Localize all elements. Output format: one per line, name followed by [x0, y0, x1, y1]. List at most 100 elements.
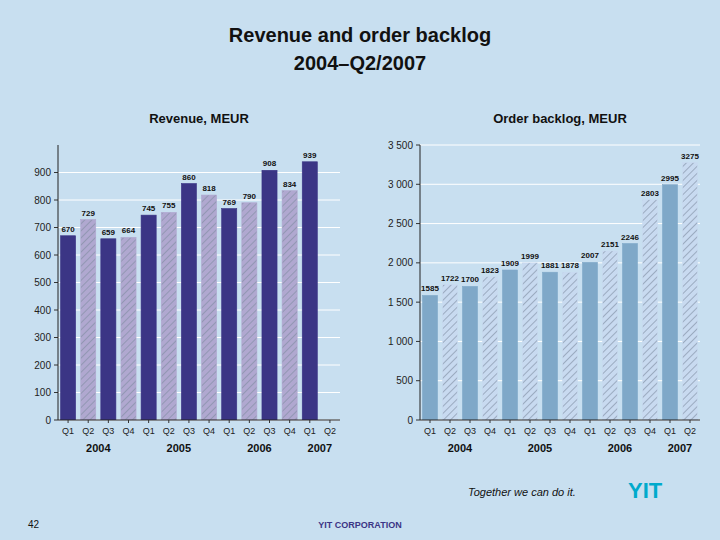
grid-line	[58, 392, 340, 393]
background	[0, 0, 720, 540]
x-tick-label: Q1	[584, 426, 596, 436]
grid-line	[58, 337, 340, 338]
x-tick	[650, 420, 651, 423]
x-tick-label: Q3	[464, 426, 476, 436]
year-label: 2007	[308, 442, 332, 454]
bars	[61, 162, 318, 420]
y-tick-label: 500	[396, 375, 413, 386]
data-label: 818	[202, 184, 216, 193]
data-label: 790	[243, 192, 257, 201]
bars	[423, 163, 698, 420]
y-tick-label: 1 000	[388, 336, 413, 347]
y-tick-label: 3 500	[388, 140, 413, 151]
x-tick-label: Q1	[664, 426, 676, 436]
bar	[141, 215, 156, 420]
data-label: 2151	[601, 240, 619, 249]
year-label: 2007	[668, 442, 692, 454]
x-tick	[590, 420, 591, 423]
y-axis	[58, 145, 59, 420]
bar	[262, 170, 277, 420]
x-tick-label: Q3	[624, 426, 636, 436]
footer-text: Together we can do it.	[468, 486, 576, 498]
y-tick	[54, 172, 58, 173]
bar	[81, 220, 96, 420]
grid-line	[420, 420, 700, 421]
x-tick-label: Q3	[102, 426, 114, 436]
x-tick	[148, 420, 149, 423]
bar	[302, 162, 317, 420]
data-label: 769	[223, 198, 237, 207]
x-tick	[630, 420, 631, 423]
x-tick-label: Q4	[203, 426, 215, 436]
bar	[222, 209, 237, 420]
grid-line	[58, 255, 340, 256]
x-tick-label: Q4	[564, 426, 576, 436]
x-tick-label: Q3	[544, 426, 556, 436]
bar	[463, 286, 478, 420]
y-tick	[54, 255, 58, 256]
bar	[121, 237, 136, 420]
x-tick	[188, 420, 189, 423]
y-tick	[416, 302, 420, 303]
y-tick	[416, 223, 420, 224]
chart-title: Revenue, MEUR	[149, 111, 249, 126]
y-tick-label: 100	[34, 387, 51, 398]
data-label: 745	[142, 204, 156, 213]
x-tick	[570, 420, 571, 423]
grid-line	[420, 184, 700, 185]
x-tick	[670, 420, 671, 423]
data-label: 1700	[461, 275, 479, 284]
y-tick	[416, 145, 420, 146]
x-tick-label: Q1	[62, 426, 74, 436]
x-tick-label: Q4	[484, 426, 496, 436]
x-tick	[68, 420, 69, 423]
grid-line	[420, 302, 700, 303]
data-label: 3275	[681, 152, 699, 161]
year-label: 2005	[528, 442, 552, 454]
grid-line	[420, 341, 700, 342]
figure: Revenue and order backlog2004–Q2/2007Rev…	[0, 0, 720, 540]
data-label: 1585	[421, 284, 439, 293]
year-label: 2004	[448, 442, 473, 454]
x-tick	[510, 420, 511, 423]
y-tick	[416, 380, 420, 381]
x-tick	[450, 420, 451, 423]
bar	[202, 195, 217, 420]
x-tick	[209, 420, 210, 423]
data-label: 2995	[661, 174, 679, 183]
x-tick-label: Q2	[243, 426, 255, 436]
x-tick-label: Q2	[163, 426, 175, 436]
y-tick-label: 3 000	[388, 179, 413, 190]
year-label: 2006	[247, 442, 271, 454]
y-tick	[54, 392, 58, 393]
x-tick-label: Q1	[504, 426, 516, 436]
bar	[161, 212, 176, 420]
y-tick	[54, 200, 58, 201]
x-tick-label: Q2	[524, 426, 536, 436]
x-tick	[249, 420, 250, 423]
page-number: 42	[28, 519, 40, 530]
x-tick	[168, 420, 169, 423]
x-tick	[470, 420, 471, 423]
x-tick	[690, 420, 691, 423]
year-label: 2005	[167, 442, 191, 454]
grid-line	[420, 380, 700, 381]
x-tick	[329, 420, 330, 423]
bar	[242, 203, 257, 420]
x-tick	[610, 420, 611, 423]
x-tick	[490, 420, 491, 423]
x-tick-label: Q3	[183, 426, 195, 436]
x-tick-label: Q2	[604, 426, 616, 436]
grid-line	[58, 310, 340, 311]
data-label: 729	[82, 209, 96, 218]
y-tick	[54, 337, 58, 338]
bar	[583, 262, 598, 420]
bar	[623, 244, 638, 420]
year-label: 2004	[86, 442, 111, 454]
x-tick	[530, 420, 531, 423]
y-tick	[54, 310, 58, 311]
grid-line	[58, 200, 340, 201]
y-tick	[416, 341, 420, 342]
y-tick-label: 600	[34, 250, 51, 261]
corp-text: YIT CORPORATION	[318, 520, 401, 530]
